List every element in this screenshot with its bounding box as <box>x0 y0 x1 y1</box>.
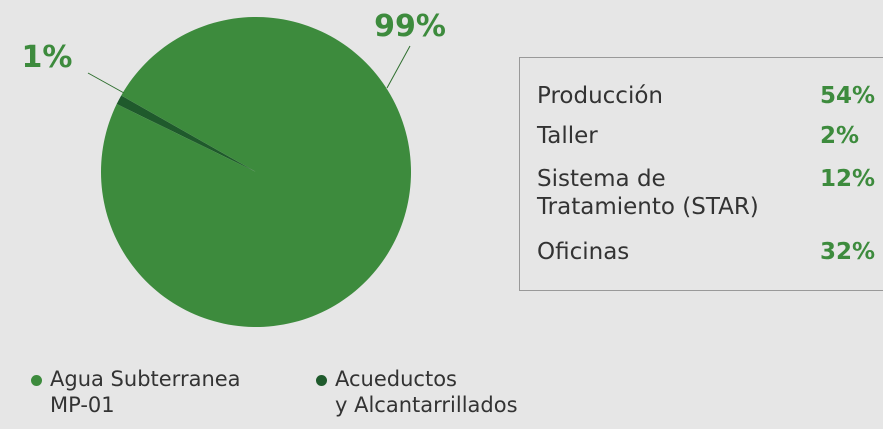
table-value: 12% <box>820 166 876 192</box>
table-label: Sistema de Tratamiento (STAR) <box>537 166 759 220</box>
table-value: 32% <box>820 239 876 265</box>
leader-line <box>386 45 411 89</box>
pie-slice <box>100 17 411 328</box>
legend-marker <box>316 375 327 386</box>
legend-marker <box>31 375 42 386</box>
legend-label: Acueductos y Alcantarrillados <box>335 367 518 417</box>
value-label: 1% <box>22 40 73 75</box>
table-value: 54% <box>820 83 876 109</box>
pie-slice <box>116 95 256 172</box>
table-label: Taller <box>537 123 598 149</box>
table-box <box>519 57 883 291</box>
legend-label: Agua Subterranea MP-01 <box>50 367 241 417</box>
leader-line <box>87 72 125 94</box>
value-label: 99% <box>374 9 446 44</box>
table-value: 2% <box>820 123 860 149</box>
table-label: Oficinas <box>537 239 630 265</box>
table-label: Producción <box>537 83 663 109</box>
